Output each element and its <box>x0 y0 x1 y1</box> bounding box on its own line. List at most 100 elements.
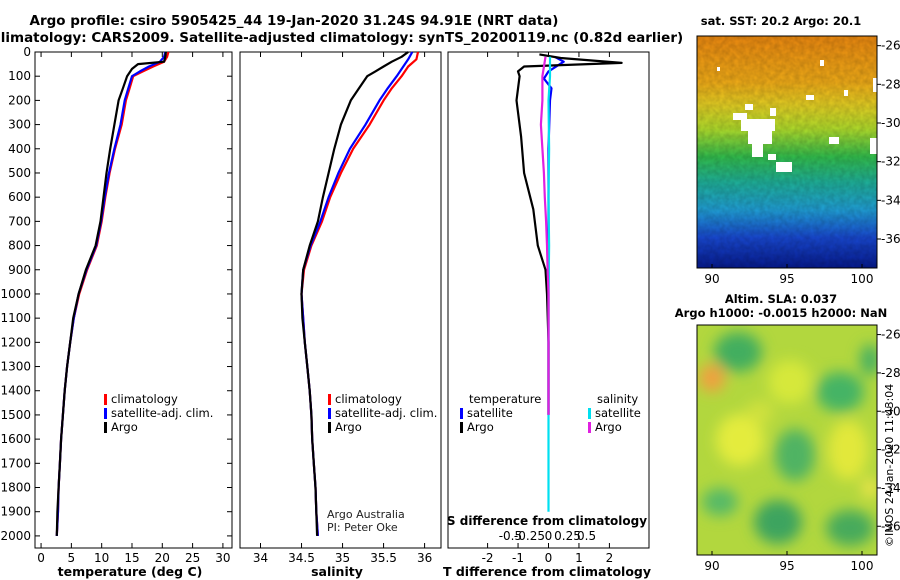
x-tick-label: 30 <box>215 551 230 565</box>
legend-label: satellite <box>595 406 641 420</box>
legend-title-salinity: salinity <box>597 392 638 406</box>
s-tick-label: 0.25 <box>554 529 581 543</box>
sla-map-subtitle: Argo h1000: -0.0015 h2000: NaN <box>675 306 887 320</box>
depth-tick-label: 1400 <box>0 384 31 398</box>
map-y-tick-label: -36 <box>881 232 900 246</box>
s-tick-label: -0.5 <box>499 529 522 543</box>
cloud-mask <box>717 60 877 172</box>
sla-blobs <box>699 332 877 546</box>
x-tick-label: 20 <box>155 551 170 565</box>
map-y-tick-label: -30 <box>881 116 900 130</box>
x-tick-label: 35 <box>335 551 350 565</box>
depth-tick-label: 800 <box>8 239 31 253</box>
series-line-argo <box>300 51 409 536</box>
depth-axis: 0 100 200 300 400 500 600 700 800 900 1000 1100 1200… <box>0 45 31 543</box>
x-tick-label: 2 <box>606 551 614 565</box>
depth-tick-label: 1900 <box>0 505 31 519</box>
legend-title-temperature: temperature <box>469 392 541 406</box>
x-tick-label: -1 <box>512 551 524 565</box>
s-tick-label: 0 <box>545 529 553 543</box>
difference-plot: -2 -1 0 1 2-0.5-0.25 0 0.250.5temperaturesatel… <box>460 52 641 565</box>
sst-texture <box>697 36 877 268</box>
legend-label: climatology <box>111 392 178 406</box>
legend-label: climatology <box>335 392 402 406</box>
x-tick-label: 1 <box>575 551 583 565</box>
map-x-tick-label: 100 <box>851 559 874 573</box>
map-y-tick-label: -32 <box>881 443 900 457</box>
credit-line2: PI: Peter Oke <box>327 521 398 534</box>
sst-map-title: sat. SST: 20.2 Argo: 20.1 <box>701 14 861 28</box>
legend-label: Argo <box>335 420 362 434</box>
map-x-tick-label: 90 <box>704 272 719 286</box>
imos-watermark: ©IMOS 24-Jan-2020 11:43:04 <box>883 384 896 547</box>
depth-tick-label: 300 <box>8 118 31 132</box>
x-tick-label: 34.5 <box>288 551 315 565</box>
sst-map: 90 95 100 -26 -28 -30 -32 -34 -36 <box>696 35 900 286</box>
map-y-tick-label: -32 <box>881 155 900 169</box>
x-tick-label: 35.5 <box>370 551 397 565</box>
legend-swatch <box>104 408 107 419</box>
sla-map: 90 95 100 -26 -28 -30 -32 -34 -36 <box>696 324 900 573</box>
depth-tick-label: 1200 <box>0 335 31 349</box>
s-tick-label: -0.25 <box>514 529 545 543</box>
x-tick-label: 15 <box>124 551 139 565</box>
salinity-plot-frame <box>239 51 442 549</box>
map-x-tick-label: 95 <box>779 272 794 286</box>
s-difference-label: S difference from climatology <box>447 514 647 528</box>
legend-swatch <box>460 408 463 419</box>
depth-tick-label: 1100 <box>0 311 31 325</box>
depth-tick-label: 1500 <box>0 408 31 422</box>
depth-tick-label: 700 <box>8 214 31 228</box>
legend-swatch <box>588 408 591 419</box>
salinity-xlabel: salinity <box>311 564 363 579</box>
map-y-tick-label: -28 <box>881 77 900 91</box>
sst-map-axes: 90 95 100 -26 -28 -30 -32 -34 -36 <box>704 39 900 286</box>
depth-tick-label: 100 <box>8 69 31 83</box>
figure-title-line1: Argo profile: csiro 5905425_44 19-Jan-20… <box>30 13 559 29</box>
legend-swatch <box>104 422 107 433</box>
series-line-temperature-argo <box>515 53 623 415</box>
depth-tick-label: 1700 <box>0 456 31 470</box>
legend-swatch <box>328 408 331 419</box>
legend-swatch <box>104 394 107 405</box>
map-x-tick-label: 100 <box>851 272 874 286</box>
depth-tick-label: 900 <box>8 263 31 277</box>
depth-tick-label: 200 <box>8 93 31 107</box>
depth-tick-label: 0 <box>23 45 31 59</box>
x-tick-label: 36 <box>417 551 432 565</box>
legend-label: Argo <box>467 420 494 434</box>
x-tick-label: -2 <box>482 551 494 565</box>
depth-tick-label: 400 <box>8 142 31 156</box>
legend-label: satellite-adj. clim. <box>111 406 213 420</box>
depth-tick-label: 1800 <box>0 481 31 495</box>
legend-swatch <box>588 422 591 433</box>
legend-label: satellite <box>467 406 513 420</box>
series-line-salinity-argo <box>539 56 550 415</box>
map-x-tick-label: 95 <box>779 559 794 573</box>
x-tick-label: 0 <box>37 551 45 565</box>
map-y-tick-label: -30 <box>881 404 900 418</box>
map-y-tick-label: -34 <box>881 193 900 207</box>
sla-map-title: Altim. SLA: 0.037 <box>725 292 837 306</box>
map-y-tick-label: -26 <box>881 39 900 53</box>
x-tick-label: 25 <box>185 551 200 565</box>
depth-tick-label: 1300 <box>0 360 31 374</box>
legend-label: Argo <box>111 420 138 434</box>
map-y-tick-label: -26 <box>881 328 900 342</box>
s-tick-label: 0.5 <box>577 529 596 543</box>
depth-tick-label: 600 <box>8 190 31 204</box>
depth-tick-label: 500 <box>8 166 31 180</box>
x-tick-label: 5 <box>68 551 76 565</box>
map-y-tick-label: -34 <box>881 481 900 495</box>
temperature-plot-frame <box>34 51 233 549</box>
depth-tick-label: 1600 <box>0 432 31 446</box>
x-tick-label: 10 <box>94 551 109 565</box>
map-y-tick-label: -36 <box>881 519 900 533</box>
sla-map-axes: 90 95 100 -26 -28 -30 -32 -34 -36 <box>704 328 900 573</box>
depth-tick-label: 2000 <box>0 529 31 543</box>
map-y-tick-label: -28 <box>881 366 900 380</box>
credit-line1: Argo Australia <box>327 508 405 521</box>
